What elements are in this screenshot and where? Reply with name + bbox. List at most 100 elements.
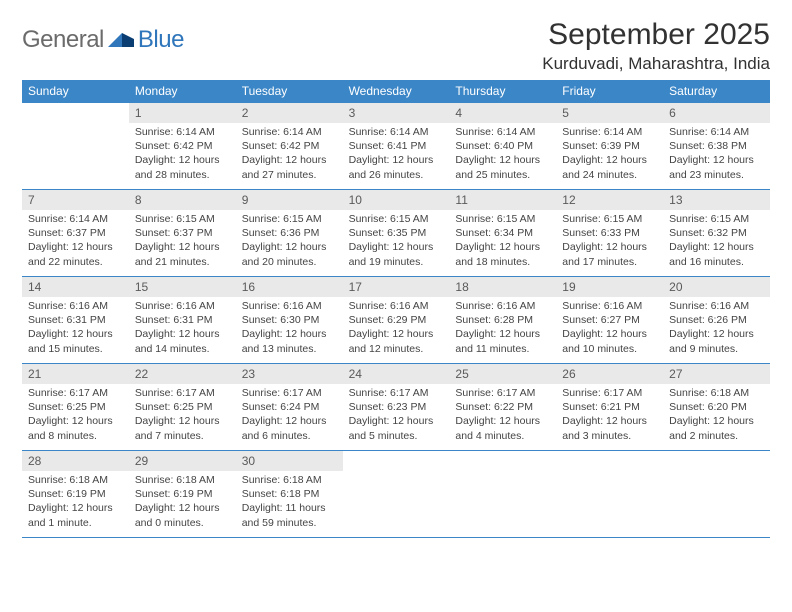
cell-line: Daylight: 12 hours and 3 minutes.	[562, 414, 657, 442]
cell-line: Daylight: 12 hours and 21 minutes.	[135, 240, 230, 268]
cell-line: Daylight: 12 hours and 0 minutes.	[135, 501, 230, 529]
weekday-label: Saturday	[663, 80, 770, 103]
cell-body: Sunrise: 6:15 AMSunset: 6:37 PMDaylight:…	[129, 210, 236, 273]
cell-line: Sunrise: 6:15 AM	[349, 212, 444, 226]
calendar-cell: 14Sunrise: 6:16 AMSunset: 6:31 PMDayligh…	[22, 277, 129, 363]
month-title: September 2025	[542, 18, 770, 52]
cell-body: Sunrise: 6:14 AMSunset: 6:38 PMDaylight:…	[663, 123, 770, 186]
cell-body: Sunrise: 6:14 AMSunset: 6:40 PMDaylight:…	[449, 123, 556, 186]
logo-mark-icon	[108, 29, 136, 49]
cell-body: Sunrise: 6:16 AMSunset: 6:31 PMDaylight:…	[22, 297, 129, 360]
cell-line: Sunrise: 6:16 AM	[135, 299, 230, 313]
cell-line: Daylight: 12 hours and 14 minutes.	[135, 327, 230, 355]
calendar-cell: 25Sunrise: 6:17 AMSunset: 6:22 PMDayligh…	[449, 364, 556, 450]
cell-line: Daylight: 12 hours and 13 minutes.	[242, 327, 337, 355]
cell-line: Sunset: 6:30 PM	[242, 313, 337, 327]
day-number	[556, 451, 663, 471]
day-number: 13	[663, 190, 770, 210]
cell-line: Sunrise: 6:18 AM	[28, 473, 123, 487]
cell-line: Sunrise: 6:16 AM	[455, 299, 550, 313]
cell-line: Daylight: 12 hours and 22 minutes.	[28, 240, 123, 268]
cell-line: Sunrise: 6:14 AM	[562, 125, 657, 139]
cell-line: Daylight: 12 hours and 8 minutes.	[28, 414, 123, 442]
cell-line: Sunrise: 6:14 AM	[28, 212, 123, 226]
cell-line: Sunrise: 6:17 AM	[562, 386, 657, 400]
cell-line: Sunrise: 6:15 AM	[669, 212, 764, 226]
cell-line: Daylight: 12 hours and 18 minutes.	[455, 240, 550, 268]
day-number: 7	[22, 190, 129, 210]
calendar: SundayMondayTuesdayWednesdayThursdayFrid…	[22, 80, 770, 538]
cell-line: Daylight: 12 hours and 27 minutes.	[242, 153, 337, 181]
cell-line: Sunset: 6:28 PM	[455, 313, 550, 327]
calendar-cell: 1Sunrise: 6:14 AMSunset: 6:42 PMDaylight…	[129, 103, 236, 189]
cell-line: Daylight: 12 hours and 28 minutes.	[135, 153, 230, 181]
calendar-cell: 6Sunrise: 6:14 AMSunset: 6:38 PMDaylight…	[663, 103, 770, 189]
cell-line: Sunset: 6:20 PM	[669, 400, 764, 414]
calendar-cell: 21Sunrise: 6:17 AMSunset: 6:25 PMDayligh…	[22, 364, 129, 450]
day-number: 22	[129, 364, 236, 384]
cell-body: Sunrise: 6:16 AMSunset: 6:31 PMDaylight:…	[129, 297, 236, 360]
day-number: 29	[129, 451, 236, 471]
calendar-cell: 8Sunrise: 6:15 AMSunset: 6:37 PMDaylight…	[129, 190, 236, 276]
cell-line: Sunrise: 6:14 AM	[669, 125, 764, 139]
cell-body: Sunrise: 6:17 AMSunset: 6:24 PMDaylight:…	[236, 384, 343, 447]
cell-body	[343, 471, 450, 477]
cell-body: Sunrise: 6:18 AMSunset: 6:20 PMDaylight:…	[663, 384, 770, 447]
calendar-cell: 4Sunrise: 6:14 AMSunset: 6:40 PMDaylight…	[449, 103, 556, 189]
calendar-cell: 19Sunrise: 6:16 AMSunset: 6:27 PMDayligh…	[556, 277, 663, 363]
cell-line: Daylight: 12 hours and 1 minute.	[28, 501, 123, 529]
cell-line: Daylight: 12 hours and 2 minutes.	[669, 414, 764, 442]
cell-line: Sunrise: 6:18 AM	[135, 473, 230, 487]
day-number: 20	[663, 277, 770, 297]
weekday-label: Tuesday	[236, 80, 343, 103]
calendar-cell	[556, 451, 663, 537]
calendar-weeks: 1Sunrise: 6:14 AMSunset: 6:42 PMDaylight…	[22, 103, 770, 538]
cell-line: Daylight: 12 hours and 25 minutes.	[455, 153, 550, 181]
cell-line: Sunrise: 6:15 AM	[562, 212, 657, 226]
calendar-cell: 27Sunrise: 6:18 AMSunset: 6:20 PMDayligh…	[663, 364, 770, 450]
cell-line: Sunrise: 6:14 AM	[349, 125, 444, 139]
day-number: 21	[22, 364, 129, 384]
cell-line: Daylight: 12 hours and 4 minutes.	[455, 414, 550, 442]
cell-body: Sunrise: 6:17 AMSunset: 6:25 PMDaylight:…	[22, 384, 129, 447]
cell-line: Daylight: 12 hours and 6 minutes.	[242, 414, 337, 442]
cell-line: Sunset: 6:35 PM	[349, 226, 444, 240]
cell-body: Sunrise: 6:15 AMSunset: 6:34 PMDaylight:…	[449, 210, 556, 273]
cell-body: Sunrise: 6:16 AMSunset: 6:27 PMDaylight:…	[556, 297, 663, 360]
cell-line: Daylight: 11 hours and 59 minutes.	[242, 501, 337, 529]
location-label: Kurduvadi, Maharashtra, India	[542, 54, 770, 74]
calendar-cell	[343, 451, 450, 537]
cell-line: Daylight: 12 hours and 7 minutes.	[135, 414, 230, 442]
cell-body: Sunrise: 6:16 AMSunset: 6:29 PMDaylight:…	[343, 297, 450, 360]
title-block: September 2025 Kurduvadi, Maharashtra, I…	[542, 18, 770, 74]
cell-line: Sunrise: 6:17 AM	[242, 386, 337, 400]
day-number: 4	[449, 103, 556, 123]
cell-line: Daylight: 12 hours and 15 minutes.	[28, 327, 123, 355]
calendar-cell: 9Sunrise: 6:15 AMSunset: 6:36 PMDaylight…	[236, 190, 343, 276]
calendar-cell: 20Sunrise: 6:16 AMSunset: 6:26 PMDayligh…	[663, 277, 770, 363]
cell-body: Sunrise: 6:16 AMSunset: 6:26 PMDaylight:…	[663, 297, 770, 360]
calendar-cell: 30Sunrise: 6:18 AMSunset: 6:18 PMDayligh…	[236, 451, 343, 537]
cell-line: Sunrise: 6:17 AM	[349, 386, 444, 400]
day-number: 10	[343, 190, 450, 210]
cell-line: Sunrise: 6:16 AM	[562, 299, 657, 313]
day-number: 8	[129, 190, 236, 210]
cell-line: Sunset: 6:24 PM	[242, 400, 337, 414]
day-number: 26	[556, 364, 663, 384]
weekday-label: Friday	[556, 80, 663, 103]
cell-line: Sunset: 6:23 PM	[349, 400, 444, 414]
cell-body: Sunrise: 6:18 AMSunset: 6:19 PMDaylight:…	[22, 471, 129, 534]
cell-body: Sunrise: 6:18 AMSunset: 6:18 PMDaylight:…	[236, 471, 343, 534]
calendar-cell: 15Sunrise: 6:16 AMSunset: 6:31 PMDayligh…	[129, 277, 236, 363]
cell-body: Sunrise: 6:14 AMSunset: 6:37 PMDaylight:…	[22, 210, 129, 273]
day-number: 27	[663, 364, 770, 384]
cell-body: Sunrise: 6:15 AMSunset: 6:33 PMDaylight:…	[556, 210, 663, 273]
cell-line: Sunrise: 6:16 AM	[349, 299, 444, 313]
cell-line: Sunset: 6:22 PM	[455, 400, 550, 414]
cell-line: Sunset: 6:19 PM	[135, 487, 230, 501]
cell-line: Daylight: 12 hours and 12 minutes.	[349, 327, 444, 355]
cell-line: Daylight: 12 hours and 26 minutes.	[349, 153, 444, 181]
cell-body	[556, 471, 663, 477]
cell-body: Sunrise: 6:14 AMSunset: 6:39 PMDaylight:…	[556, 123, 663, 186]
day-number: 16	[236, 277, 343, 297]
